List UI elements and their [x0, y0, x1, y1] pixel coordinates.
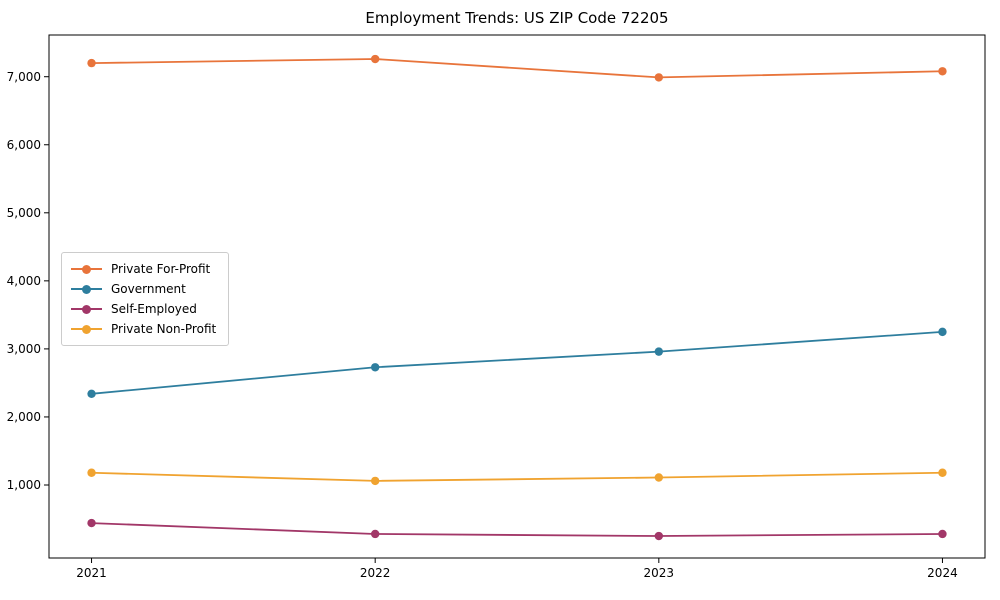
x-axis-tick-label: 2024 — [927, 566, 958, 580]
legend-item: Private Non-Profit — [71, 319, 216, 339]
data-point-marker-private-non-profit — [938, 468, 947, 477]
axes-spines — [48, 34, 986, 559]
data-point-marker-government — [370, 363, 380, 372]
y-axis-tick-label: 7,000 — [7, 70, 41, 84]
data-point-marker-self-employed — [654, 531, 664, 541]
legend-item: Self-Employed — [71, 299, 216, 319]
series-line-government — [91, 330, 943, 395]
data-point-marker-government — [87, 389, 96, 399]
data-point-marker-private-for-profit — [938, 67, 947, 76]
data-point-marker-private-non-profit — [87, 468, 96, 477]
legend-label: Self-Employed — [111, 302, 197, 316]
legend-dot-swatch — [82, 284, 91, 294]
y-axis-tick-label: 1,000 — [7, 478, 41, 492]
legend-dot-swatch — [82, 264, 91, 274]
data-point-marker-private-non-profit — [654, 473, 664, 482]
legend-line-marker-icon — [71, 284, 102, 294]
x-axis-tick-label: 2023 — [644, 566, 675, 580]
series-line-private-non-profit — [91, 471, 943, 482]
legend-label: Private Non-Profit — [111, 322, 217, 336]
legend-line-marker-icon — [71, 264, 102, 274]
x-axis-tick-label: 2022 — [360, 566, 391, 580]
chart-legend: Private For-Profit Government Self-Employe… — [61, 252, 230, 346]
legend-label: Private For-Profit — [111, 262, 211, 276]
series-line-private-for-profit — [91, 58, 943, 79]
data-point-marker-government — [938, 327, 947, 337]
data-point-marker-private-for-profit — [87, 58, 96, 68]
legend-item: Private For-Profit — [71, 259, 216, 279]
legend-item: Government — [71, 279, 216, 299]
chart-title: Employment Trends: US ZIP Code 72205 — [365, 9, 669, 27]
data-point-marker-self-employed — [938, 529, 947, 539]
y-axis-tick-label: 2,000 — [7, 410, 41, 424]
y-axis-tick-label: 6,000 — [7, 138, 41, 152]
y-axis-tick-label: 3,000 — [7, 342, 41, 356]
data-point-marker-self-employed — [87, 518, 96, 528]
legend-label: Government — [111, 282, 186, 296]
series-line-self-employed — [91, 522, 943, 537]
legend-dot-swatch — [82, 304, 91, 314]
data-point-marker-government — [654, 347, 664, 356]
legend-line-marker-icon — [71, 304, 102, 314]
y-axis-tick-label: 4,000 — [7, 274, 41, 288]
legend-line-marker-icon — [71, 324, 102, 334]
data-point-marker-private-non-profit — [370, 476, 380, 486]
data-point-marker-self-employed — [370, 529, 380, 539]
legend-dot-swatch — [82, 324, 91, 334]
data-point-marker-private-for-profit — [370, 54, 380, 64]
data-point-marker-private-for-profit — [654, 73, 664, 82]
x-axis-tick-label: 2021 — [76, 566, 107, 580]
y-axis-tick-label: 5,000 — [7, 206, 41, 220]
